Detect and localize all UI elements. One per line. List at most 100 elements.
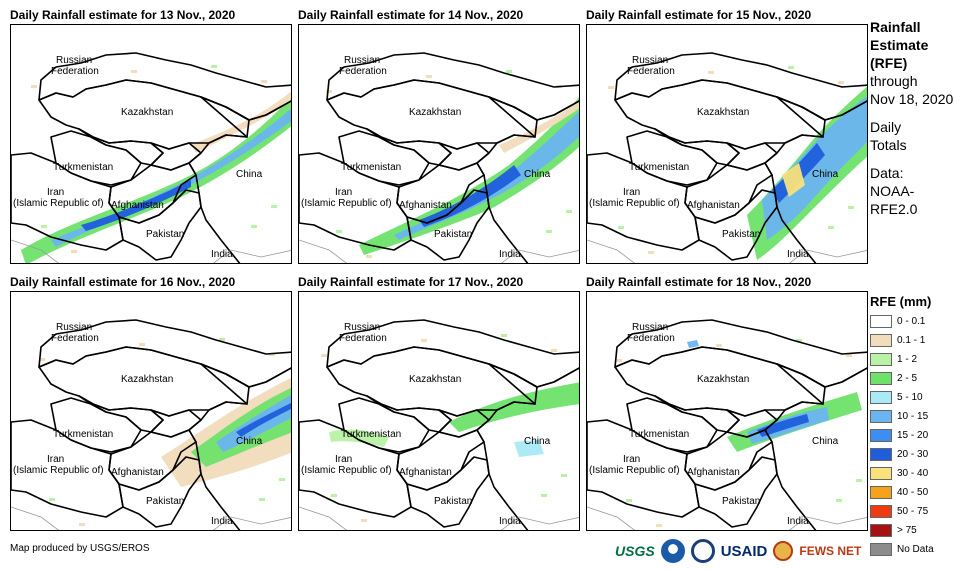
legend-item: 2 - 5	[870, 369, 965, 388]
country-label: India	[499, 249, 521, 260]
russia-border	[38, 319, 291, 388]
country-label: Turkmenistan	[341, 162, 401, 173]
country-label: (Islamic Republic of)	[13, 465, 104, 476]
rainfall-speck	[271, 205, 277, 208]
country-label: (Islamic Republic of)	[589, 198, 680, 209]
legend-item: No Data	[870, 540, 965, 559]
side-totals-line: Daily	[870, 119, 902, 135]
country-label: Kazakhstan	[697, 374, 749, 385]
kyrgyz-tajik-border	[150, 142, 202, 171]
rainfall-panel-6: Daily Rainfall estimate for 18 Nov., 202…	[586, 273, 868, 531]
country-label: Kazakhstan	[121, 374, 173, 385]
rainfall-area	[514, 440, 544, 457]
country-label: India	[787, 516, 809, 527]
country-label: India	[499, 516, 521, 527]
country-label: Kazakhstan	[409, 374, 461, 385]
rainfall-speck	[546, 230, 552, 233]
legend-swatch	[870, 410, 892, 423]
rainfall-area	[762, 96, 867, 240]
country-label: China	[236, 436, 263, 447]
country-label: Russian	[632, 55, 668, 66]
country-label: Iran	[47, 187, 64, 198]
legend-swatch	[870, 315, 892, 328]
country-label: Afghanistan	[399, 467, 452, 478]
rainfall-speck	[541, 494, 547, 497]
legend-swatch	[870, 353, 892, 366]
country-label: India	[211, 249, 233, 260]
legend-swatch	[870, 543, 892, 556]
country-label: Pakistan	[434, 229, 472, 240]
side-title-line: Estimate	[870, 37, 929, 53]
map-credit: Map produced by USGS/EROS	[10, 543, 150, 554]
rainfall-area	[191, 91, 291, 153]
rainfall-speck	[648, 251, 654, 254]
kyrgyz-tajik-border	[726, 142, 778, 171]
rainfall-panel-2: Daily Rainfall estimate for 14 Nov., 202…	[298, 6, 580, 264]
rainfall-speck	[426, 75, 432, 78]
country-label: Afghanistan	[111, 467, 164, 478]
legend-label: 10 - 15	[897, 411, 929, 422]
side-through-line: through	[870, 73, 918, 89]
legend-swatch	[870, 467, 892, 480]
rainfall-area	[81, 180, 191, 231]
rainfall-panel-3: Daily Rainfall estimate for 15 Nov., 202…	[586, 6, 868, 264]
country-label: (Islamic Republic of)	[13, 198, 104, 209]
rainfall-area	[394, 111, 579, 240]
country-label: Russian	[344, 55, 380, 66]
uzbekistan-border	[366, 128, 452, 166]
rfe-legend: RFE (mm) 0 - 0.1 0.1 - 1 1 - 2 2 - 5 5 - 10 1…	[870, 292, 965, 559]
country-label: Iran	[623, 454, 640, 465]
rainfall-speck	[608, 86, 614, 89]
legend-label: 0.1 - 1	[897, 335, 926, 346]
rainfall-speck	[321, 354, 327, 357]
rainfall-map: Russian Federation Kazakhstan Turkmenistan I…	[10, 291, 292, 531]
usaid-logo: USAID	[720, 542, 768, 560]
country-label: Iran	[335, 187, 352, 198]
rainfall-area	[757, 414, 809, 437]
pakistan-border	[118, 456, 202, 528]
russia-border	[326, 52, 579, 121]
iran-border	[299, 419, 412, 518]
rainfall-speck	[656, 524, 662, 527]
rainfall-speck	[261, 80, 267, 83]
country-label: Federation	[627, 66, 675, 77]
legend-item: 5 - 10	[870, 388, 965, 407]
panel-title: Daily Rainfall estimate for 15 Nov., 202…	[586, 8, 812, 22]
rainfall-speck	[219, 338, 225, 341]
country-label: Afghanistan	[687, 467, 740, 478]
country-label: Turkmenistan	[53, 162, 113, 173]
rainfall-speck	[31, 85, 37, 88]
rainfall-area	[499, 101, 579, 153]
rainfall-speck	[331, 494, 337, 497]
rainfall-speck	[361, 519, 367, 522]
rainfall-speck	[139, 343, 145, 346]
rainfall-speck	[618, 226, 624, 229]
legend-label: 15 - 20	[897, 430, 929, 441]
pakistan-border	[694, 189, 778, 261]
rainfall-speck	[788, 66, 794, 69]
panel-title: Daily Rainfall estimate for 18 Nov., 202…	[586, 275, 812, 289]
rainfall-area	[51, 108, 291, 247]
russia-border	[326, 319, 579, 388]
legend-swatch	[870, 448, 892, 461]
legend-swatch	[870, 391, 892, 404]
rainfall-area	[21, 97, 291, 263]
rainfall-speck	[251, 225, 257, 228]
rainfall-map: Russian Federation Kazakhstan Turkmenistan I…	[298, 24, 580, 264]
country-label: Afghanistan	[111, 200, 164, 211]
rainfall-area	[236, 402, 291, 437]
legend-item: 15 - 20	[870, 426, 965, 445]
rainfall-speck	[836, 499, 842, 502]
country-label: Turkmenistan	[341, 429, 401, 440]
legend-item: 30 - 40	[870, 464, 965, 483]
country-label: (Islamic Republic of)	[301, 198, 392, 209]
country-label: China	[524, 169, 551, 180]
rainfall-speck	[259, 498, 265, 501]
country-label: Federation	[51, 66, 99, 77]
uzbekistan-border	[78, 128, 164, 166]
rainfall-speck	[856, 479, 862, 482]
rainfall-speck	[49, 498, 55, 501]
country-label: Russian	[344, 322, 380, 333]
usgs-logo: USGS	[615, 543, 655, 559]
legend-title: RFE (mm)	[870, 294, 932, 309]
